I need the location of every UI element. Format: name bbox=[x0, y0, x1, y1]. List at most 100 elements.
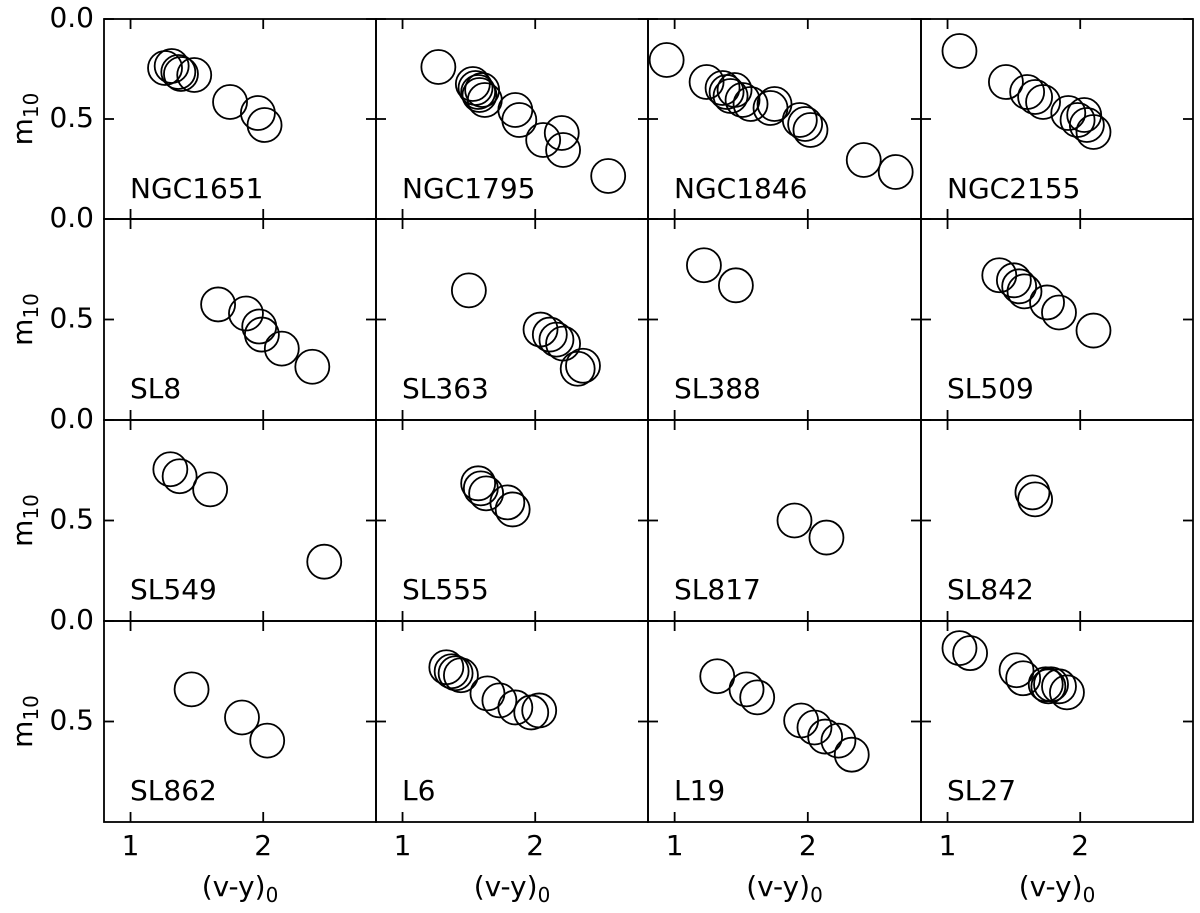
marker bbox=[306, 543, 343, 580]
marker bbox=[263, 330, 300, 367]
marker bbox=[494, 491, 531, 528]
y-tick-label: 0.0 bbox=[49, 201, 94, 234]
marker bbox=[877, 154, 914, 190]
x-tick-label: 1 bbox=[394, 829, 412, 862]
y-axis-label-sub: 10 bbox=[19, 93, 43, 118]
marker bbox=[559, 350, 596, 387]
marker bbox=[501, 102, 538, 138]
marker bbox=[243, 316, 280, 353]
panel-label: SL8 bbox=[130, 372, 181, 405]
panel-label: L19 bbox=[674, 774, 725, 807]
panel-label: SL549 bbox=[130, 573, 217, 606]
marker bbox=[1041, 294, 1077, 331]
marker bbox=[1006, 273, 1043, 310]
marker bbox=[648, 42, 685, 78]
panel-label: SL817 bbox=[674, 573, 761, 606]
x-tick-label: 1 bbox=[939, 829, 957, 862]
marker bbox=[820, 722, 857, 759]
marker bbox=[246, 107, 283, 143]
marker bbox=[686, 247, 722, 284]
marker bbox=[688, 64, 725, 100]
marker bbox=[776, 502, 813, 539]
marker bbox=[792, 112, 829, 148]
marker bbox=[460, 74, 497, 110]
x-axis-label-main: (v-y) bbox=[202, 870, 266, 903]
marker bbox=[212, 84, 248, 120]
marker bbox=[545, 132, 581, 168]
x-axis-label-sub: 0 bbox=[1083, 883, 1096, 907]
y-axis-label-main: m bbox=[6, 721, 39, 748]
marker bbox=[460, 465, 497, 502]
marker bbox=[521, 692, 558, 729]
marker bbox=[1017, 79, 1054, 115]
marker bbox=[1001, 268, 1038, 305]
panel-label: NGC1846 bbox=[674, 172, 807, 205]
x-tick-label: 2 bbox=[254, 829, 272, 862]
x-tick-label: 2 bbox=[526, 829, 544, 862]
y-axis-label: m10 bbox=[6, 494, 43, 547]
marker bbox=[481, 682, 518, 719]
marker bbox=[807, 718, 844, 755]
marker bbox=[1029, 284, 1065, 321]
x-tick-label: 1 bbox=[666, 829, 684, 862]
marker bbox=[1014, 474, 1051, 511]
marker bbox=[1030, 668, 1067, 705]
marker bbox=[437, 655, 474, 692]
marker bbox=[249, 722, 286, 759]
marker bbox=[497, 689, 534, 726]
marker bbox=[224, 699, 260, 736]
y-axis-label: m10 bbox=[6, 293, 43, 346]
marker bbox=[489, 484, 526, 521]
x-axis-label: (v-y)0 bbox=[202, 870, 279, 907]
marker bbox=[433, 653, 470, 690]
y-axis-label-main: m bbox=[6, 118, 39, 145]
marker bbox=[981, 257, 1018, 294]
marker bbox=[732, 86, 769, 122]
marker bbox=[739, 679, 776, 716]
marker bbox=[781, 102, 818, 138]
panel-label: NGC1651 bbox=[130, 172, 263, 205]
y-axis-label-main: m bbox=[6, 520, 39, 547]
panel-label: SL555 bbox=[402, 573, 489, 606]
panel-label: SL842 bbox=[947, 573, 1034, 606]
panel-label: SL862 bbox=[130, 774, 217, 807]
panel-label: SL27 bbox=[947, 774, 1016, 807]
marker bbox=[717, 267, 754, 304]
marker bbox=[1050, 95, 1087, 131]
y-tick-label: 0.5 bbox=[49, 503, 94, 536]
y-tick-label: 0.0 bbox=[49, 1, 94, 34]
marker bbox=[704, 70, 741, 106]
marker bbox=[240, 95, 276, 131]
x-axis-label-sub: 0 bbox=[810, 883, 823, 907]
marker bbox=[443, 657, 479, 694]
marker bbox=[152, 451, 189, 488]
marker bbox=[941, 630, 978, 667]
y-tick-label: 0.0 bbox=[49, 402, 94, 435]
panel-label: NGC2155 bbox=[947, 172, 1080, 205]
marker bbox=[294, 348, 331, 385]
x-axis-label: (v-y)0 bbox=[474, 870, 551, 907]
marker bbox=[192, 471, 229, 508]
marker bbox=[153, 48, 190, 84]
marker bbox=[783, 702, 820, 739]
marker bbox=[1075, 114, 1112, 150]
y-tick-label: 0.5 bbox=[49, 302, 94, 335]
marker bbox=[420, 49, 457, 85]
marker bbox=[1041, 668, 1077, 705]
marker bbox=[461, 77, 498, 113]
x-axis-label-main: (v-y) bbox=[1019, 870, 1083, 903]
x-axis-label-sub: 0 bbox=[538, 883, 551, 907]
x-tick-label: 2 bbox=[799, 829, 817, 862]
y-tick-label: 0.5 bbox=[49, 704, 94, 737]
x-axis-label-main: (v-y) bbox=[474, 870, 538, 903]
marker bbox=[565, 347, 601, 384]
marker bbox=[1025, 84, 1061, 120]
marker bbox=[724, 82, 761, 118]
marker bbox=[525, 122, 562, 158]
marker bbox=[497, 92, 534, 128]
marker bbox=[450, 272, 487, 309]
marker bbox=[1017, 481, 1054, 518]
marker bbox=[833, 736, 870, 773]
y-axis-label-sub: 10 bbox=[19, 293, 43, 318]
